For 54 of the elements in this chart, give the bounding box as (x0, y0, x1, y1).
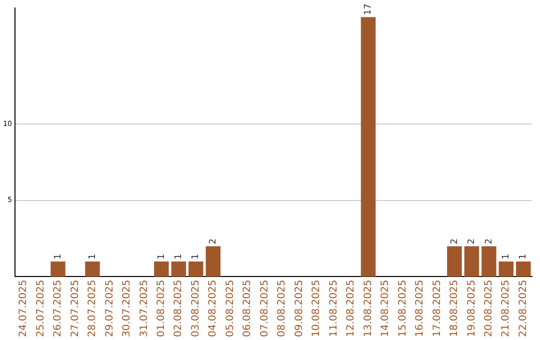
data-label: 2 (467, 238, 478, 244)
x-tick-label: 06.08.2025 (242, 280, 254, 338)
x-tick-label: 27.07.2025 (70, 280, 81, 338)
x-tick-label: 30.07.2025 (122, 280, 133, 338)
bar (447, 246, 462, 277)
x-tick-label: 14.08.2025 (380, 280, 392, 338)
bar (154, 261, 169, 277)
x-tick-label: 22.08.2025 (518, 280, 529, 338)
x-tick-label: 13.08.2025 (362, 280, 374, 338)
x-tick-label: 28.07.2025 (87, 280, 98, 338)
bar (464, 246, 480, 277)
x-tick-label: 12.08.2025 (346, 280, 357, 338)
x-tick-label: 20.08.2025 (484, 280, 495, 338)
bar (206, 246, 220, 277)
data-label: 1 (518, 254, 529, 260)
x-tick-label: 17.08.2025 (432, 280, 443, 338)
bar (516, 261, 531, 277)
x-tick-label: 25.07.2025 (35, 280, 46, 338)
bar (50, 261, 66, 277)
bar (85, 261, 100, 277)
bar (171, 261, 186, 277)
data-label: 1 (191, 254, 202, 260)
data-label: 17 (364, 4, 374, 16)
data-label: 1 (156, 254, 167, 260)
data-label: 1 (501, 254, 512, 260)
x-tick-label: 02.08.2025 (173, 280, 184, 338)
x-tick-label: 08.08.2025 (276, 280, 288, 338)
x-tick-label: 03.08.2025 (190, 280, 202, 338)
data-label: 1 (53, 254, 64, 260)
x-tick-label: 05.08.2025 (224, 280, 236, 338)
x-tick-label: 26.07.2025 (52, 280, 64, 338)
x-tick-label: 11.08.2025 (328, 280, 340, 338)
data-label: 1 (88, 254, 98, 260)
data-label: 1 (174, 254, 184, 260)
x-tick-label: 07.08.2025 (259, 280, 270, 338)
x-tick-label: 15.08.2025 (397, 280, 408, 338)
x-tick-label: 29.07.2025 (104, 280, 116, 338)
x-tick-label: 10.08.2025 (311, 280, 322, 338)
x-tick-label: 31.07.2025 (138, 280, 150, 338)
x-tick-label: 04.08.2025 (208, 280, 219, 338)
x-tick-label: 24.07.2025 (18, 280, 30, 338)
bar (360, 17, 376, 277)
x-tick-label: 16.08.2025 (414, 280, 426, 338)
bar (482, 246, 496, 277)
bar (188, 261, 204, 277)
x-tick-label: 21.08.2025 (500, 280, 512, 338)
data-label: 2 (450, 238, 460, 244)
x-tick-label: 19.08.2025 (466, 280, 478, 338)
bar (498, 261, 514, 277)
data-label: 2 (484, 238, 494, 244)
data-label: 2 (208, 238, 218, 244)
x-tick-label: 01.08.2025 (156, 280, 168, 338)
x-tick-label: 09.08.2025 (294, 280, 305, 338)
x-tick-label: 18.08.2025 (449, 280, 460, 338)
